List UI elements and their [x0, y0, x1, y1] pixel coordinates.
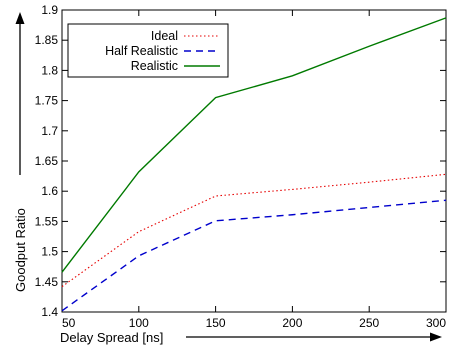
- x-tick-label: 200: [282, 316, 302, 330]
- x-tick-label: 50: [62, 316, 76, 330]
- y-tick-label: 1.45: [35, 275, 59, 289]
- y-tick-label: 1.4: [41, 305, 58, 319]
- legend: Ideal Half Realistic Realistic: [67, 23, 229, 78]
- y-tick-label: 1.65: [35, 154, 59, 168]
- x-axis-arrow-head: [430, 332, 442, 342]
- y-axis-label: Goodput Ratio: [13, 208, 28, 292]
- x-axis-ticks: 50 100 150 200 250 300: [61, 10, 447, 330]
- x-axis-label-group: Delay Spread [ns]: [60, 330, 442, 345]
- y-axis-arrow-head: [15, 12, 25, 24]
- x-tick-label: 300: [426, 316, 446, 330]
- series-line-half-realistic: [61, 199, 447, 312]
- x-tick-label: 100: [129, 316, 149, 330]
- legend-label-ideal: Ideal: [151, 29, 178, 43]
- y-tick-label: 1.85: [35, 33, 59, 47]
- legend-swatches: [184, 35, 220, 67]
- legend-label-realistic: Realistic: [131, 59, 178, 73]
- x-axis-label: Delay Spread [ns]: [60, 330, 163, 345]
- series-line-realistic: [61, 17, 447, 273]
- series-line-ideal: [61, 173, 447, 288]
- legend-label-half-realistic: Half Realistic: [105, 44, 178, 58]
- x-tick-label: 250: [359, 316, 379, 330]
- y-tick-label: 1.7: [41, 124, 58, 138]
- y-axis-label-group: Goodput Ratio: [13, 12, 28, 292]
- y-tick-label: 1.9: [41, 3, 58, 17]
- y-tick-label: 1.75: [35, 94, 59, 108]
- x-tick-label: 150: [206, 316, 226, 330]
- y-axis-ticks: 1.4 1.45 1.5 1.55 1.6 1.65 1.7 1.75 1.8 1.85 1.9: [35, 3, 446, 319]
- y-tick-label: 1.6: [41, 184, 58, 198]
- y-tick-label: 1.8: [41, 63, 58, 77]
- series-lines: [61, 17, 447, 312]
- y-tick-label: 1.55: [35, 214, 59, 228]
- y-tick-label: 1.5: [41, 245, 58, 259]
